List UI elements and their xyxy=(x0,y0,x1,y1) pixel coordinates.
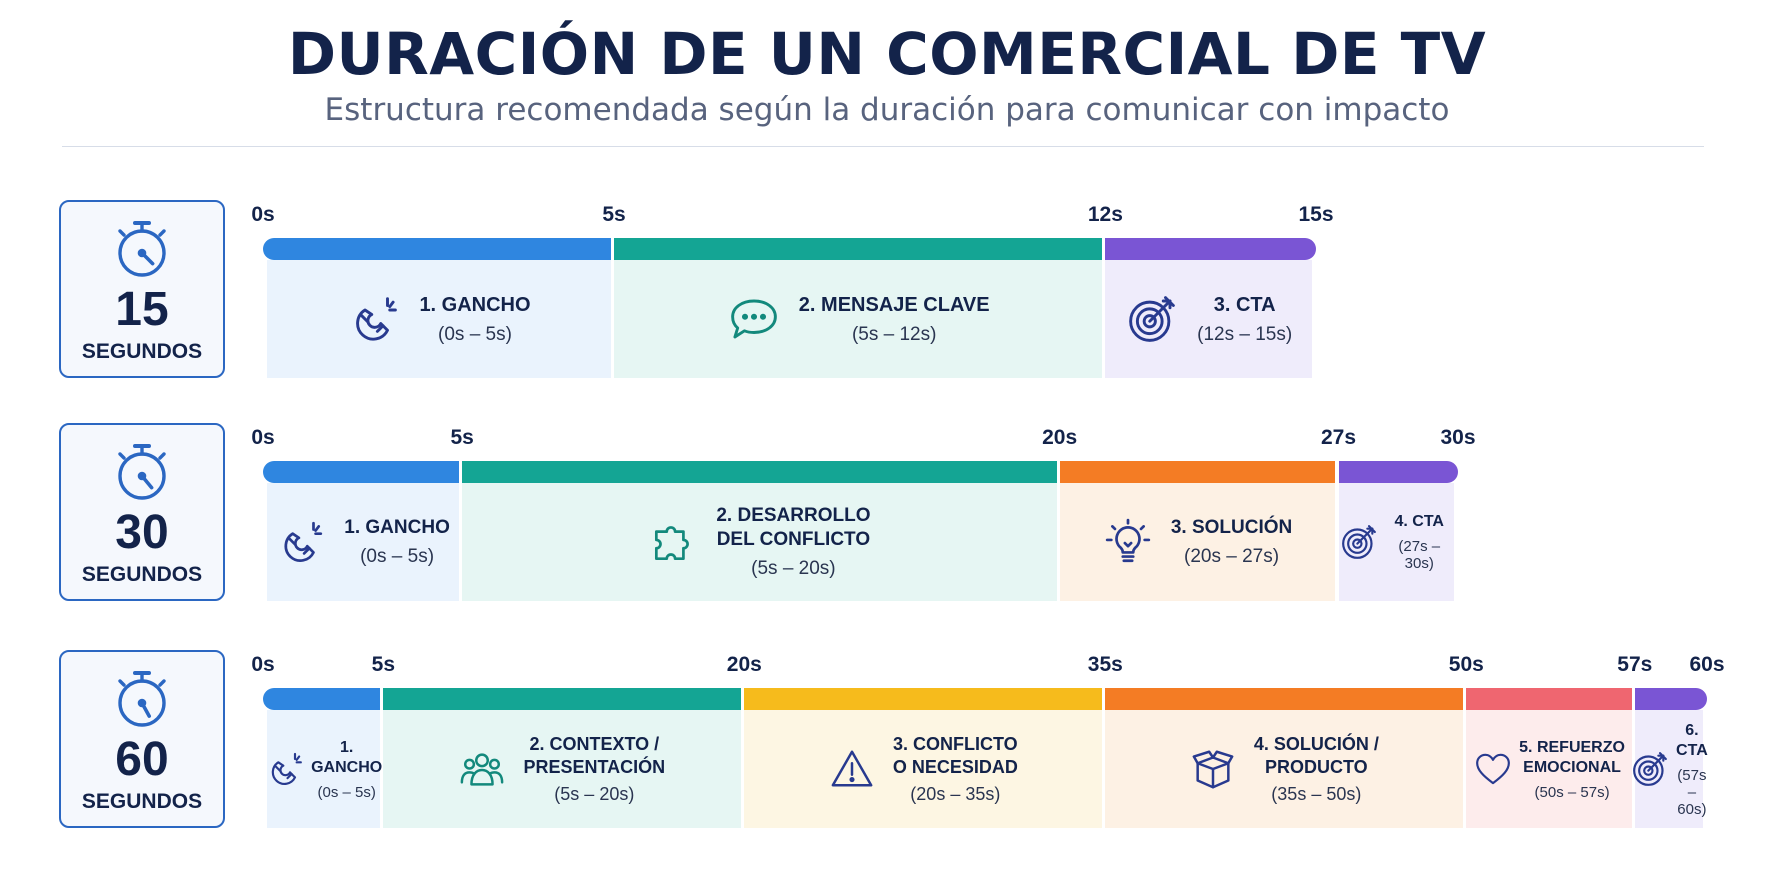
segment-bar xyxy=(383,688,742,710)
time-tick-label: 5s xyxy=(371,653,396,676)
segment-bar xyxy=(1059,461,1336,483)
stopwatch-icon xyxy=(118,671,166,727)
chat-bubble-icon xyxy=(727,292,781,346)
time-tick-label: 27s xyxy=(1320,426,1357,449)
segment-range: (0s – 5s) xyxy=(360,545,435,567)
segment-card: 2. CONTEXTO / PRESENTACIÓN (5s – 20s) xyxy=(383,710,742,828)
segment-range: (5s – 12s) xyxy=(851,323,937,345)
segment-label: 3. CONFLICTO O NECESIDAD xyxy=(892,734,1018,777)
time-tick-label: 20s xyxy=(1042,426,1078,449)
segment-bar xyxy=(263,688,381,710)
time-tick-label: 50s xyxy=(1448,653,1484,676)
time-tick-label: 0s xyxy=(251,203,275,226)
segment-bar xyxy=(1105,688,1464,710)
segment-label: 2. CONTEXTO / PRESENTACIÓN xyxy=(523,734,666,777)
magnet-icon xyxy=(265,749,305,789)
segment-card: 3. CTA (12s – 15s) xyxy=(1105,260,1312,378)
magnet-icon xyxy=(276,517,326,567)
time-tick-label: 35s xyxy=(1087,653,1123,676)
segment-label: 3. CTA xyxy=(1213,293,1276,316)
segment-label: 1. GANCHO xyxy=(419,293,531,316)
segment-range: (27s – 30s) xyxy=(1398,538,1441,572)
duration-seconds: 15 xyxy=(115,283,169,336)
header-divider xyxy=(62,146,1704,147)
segment-bar xyxy=(614,238,1103,260)
segment-bar xyxy=(1634,688,1707,710)
timeline-row-30: 30 SEGUNDOS 0s 5s 20s 27s 30s 1. GANCHO (0s – 5s… xyxy=(0,423,1774,603)
target-icon xyxy=(1630,749,1670,789)
segment-range: (0s – 5s) xyxy=(438,323,512,345)
segment-card: 4. SOLUCIÓN / PRODUCTO (35s – 50s) xyxy=(1105,710,1464,828)
segment-label: 2. DESARROLLO DEL CONFLICTO xyxy=(716,505,871,550)
segment-range: (5s – 20s) xyxy=(554,784,635,804)
segment-label: 1. GANCHO xyxy=(344,517,450,539)
duration-badge: 15 SEGUNDOS xyxy=(59,200,225,378)
segment-label: 4. SOLUCIÓN / PRODUCTO xyxy=(1253,734,1379,777)
segment-card: 2. DESARROLLO DEL CONFLICTO (5s – 20s) xyxy=(462,483,1057,601)
timeline-row-15: 15 SEGUNDOS 0s 5s 12s 15s 1. GANCHO (0s – 5s) 2.… xyxy=(0,200,1774,380)
target-icon xyxy=(1125,292,1179,346)
segment-label: 5. REFUERZO EMOCIONAL xyxy=(1519,738,1625,776)
segment-range: (5s – 20s) xyxy=(751,557,836,579)
target-icon xyxy=(1339,522,1379,562)
segment-range: (0s – 5s) xyxy=(317,783,376,801)
duration-unit: SEGUNDOS xyxy=(81,563,203,586)
time-tick-label: 0s xyxy=(251,426,275,449)
time-tick-label: 30s xyxy=(1440,426,1476,449)
segment-label: 4. CTA xyxy=(1394,513,1444,530)
segment-card: 3. SOLUCIÓN (20s – 27s) xyxy=(1059,483,1336,601)
segment-range: (57s – 60s) xyxy=(1677,766,1707,818)
segment-range: (50s – 57s) xyxy=(1534,783,1610,801)
time-tick-label: 57s xyxy=(1617,653,1653,676)
time-tick-label: 12s xyxy=(1087,203,1123,226)
segment-card: 6. CTA (57s – 60s) xyxy=(1633,710,1708,828)
time-tick-label: 60s xyxy=(1689,653,1725,676)
segment-label: 1. GANCHO xyxy=(311,738,383,776)
time-tick-label: 5s xyxy=(450,426,474,449)
segment-bar xyxy=(1338,461,1458,483)
segment-card: 1. GANCHO (0s – 5s) xyxy=(265,710,383,828)
segment-bar xyxy=(1105,238,1316,260)
duration-seconds: 30 xyxy=(115,506,169,559)
segment-card: 2. MENSAJE CLAVE (5s – 12s) xyxy=(614,260,1103,378)
timeline-row-60: 60 SEGUNDOS 0s 5s 20s 35s 50s 57s 60s 1. GANCHO (0… xyxy=(0,650,1774,830)
duration-badge: 60 SEGUNDOS xyxy=(59,650,225,828)
segment-bar xyxy=(263,461,460,483)
time-tick-label: 20s xyxy=(726,653,762,676)
magnet-icon xyxy=(347,292,401,346)
segment-card: 1. GANCHO (0s – 5s) xyxy=(267,260,611,378)
segment-bar xyxy=(1466,688,1632,710)
segment-bar xyxy=(462,461,1057,483)
page-subtitle: Estructura recomendada según la duración… xyxy=(324,92,1450,128)
people-icon xyxy=(459,746,505,792)
segment-bar xyxy=(744,688,1103,710)
box-icon xyxy=(1190,746,1236,792)
segment-label: 3. SOLUCIÓN xyxy=(1170,517,1293,539)
stopwatch-icon xyxy=(118,444,166,500)
segment-card: 5. REFUERZO EMOCIONAL (50s – 57s) xyxy=(1466,710,1632,828)
warning-icon xyxy=(829,746,875,792)
segment-bar xyxy=(263,238,611,260)
puzzle-icon xyxy=(648,517,698,567)
segment-range: (20s – 27s) xyxy=(1184,545,1280,567)
segment-range: (12s – 15s) xyxy=(1197,323,1293,345)
stopwatch-icon xyxy=(118,221,166,277)
duration-unit: SEGUNDOS xyxy=(81,340,203,363)
duration-seconds: 60 xyxy=(115,733,169,786)
time-tick-label: 0s xyxy=(251,653,275,676)
page-title: DURACIÓN DE UN COMERCIAL DE TV xyxy=(287,20,1487,88)
segment-label: 2. MENSAJE CLAVE xyxy=(798,293,990,316)
segment-range: (35s – 50s) xyxy=(1271,784,1362,804)
segment-card: 3. CONFLICTO O NECESIDAD (20s – 35s) xyxy=(744,710,1103,828)
segment-card: 4. CTA (27s – 30s) xyxy=(1338,483,1454,601)
time-tick-label: 15s xyxy=(1298,203,1334,226)
time-tick-label: 5s xyxy=(602,203,626,226)
segment-range: (20s – 35s) xyxy=(910,784,1001,804)
segment-card: 1. GANCHO (0s – 5s) xyxy=(267,483,460,601)
duration-unit: SEGUNDOS xyxy=(81,790,203,813)
heart-icon xyxy=(1473,749,1513,789)
lightbulb-icon xyxy=(1103,517,1153,567)
duration-badge: 30 SEGUNDOS xyxy=(59,423,225,601)
segment-label: 6. CTA xyxy=(1676,721,1708,759)
